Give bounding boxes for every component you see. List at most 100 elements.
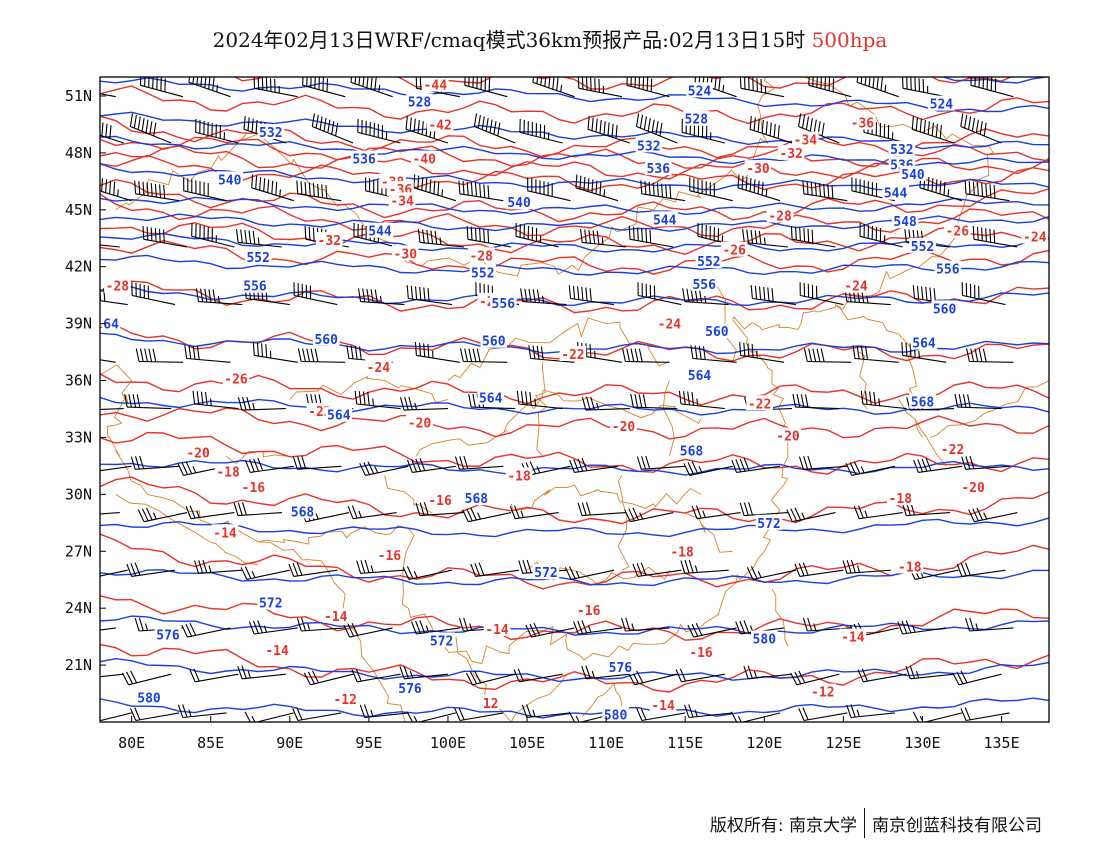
wind-barb-flag — [767, 287, 770, 301]
wind-barb-flag — [581, 502, 587, 516]
wind-barb-flag — [470, 226, 473, 241]
wind-barb-flag — [109, 180, 112, 195]
wind-barb-flag — [417, 175, 420, 190]
contour-label-bg — [686, 82, 713, 98]
wind-barb-shaft — [100, 244, 120, 248]
wind-barb-half-flag — [152, 512, 157, 520]
wind-barb-flag — [749, 178, 752, 192]
wind-barb-shaft — [807, 360, 852, 363]
wind-barb-shaft — [798, 125, 840, 144]
wind-barb-flag — [87, 459, 92, 471]
wind-barb-flag — [358, 77, 361, 86]
wind-barb-flag — [970, 348, 975, 362]
wind-barb-flag — [929, 287, 932, 301]
wind-barb-flag — [630, 393, 634, 408]
wind-barb-flag — [589, 288, 592, 302]
wind-barb-flag — [801, 114, 806, 129]
wind-barb-shaft — [100, 408, 124, 410]
wind-barb-shaft — [100, 512, 120, 515]
wind-barb-flag — [607, 122, 610, 136]
x-tick-label: 130E — [904, 734, 940, 752]
wind-barb-flag — [72, 621, 77, 633]
wind-barb-flag — [586, 396, 591, 411]
wind-barb-shaft — [246, 569, 290, 580]
wind-barb-flag — [742, 229, 745, 243]
wind-barb-flag — [152, 348, 157, 362]
wind-barb-flag — [585, 502, 591, 516]
wind-barb-flag — [803, 348, 808, 362]
boundary-lines — [100, 77, 1049, 722]
wind-barb-flag — [462, 509, 469, 522]
wind-barb-half-flag — [247, 670, 251, 679]
wind-barb-flag — [741, 175, 744, 190]
wind-barb-flag — [794, 507, 802, 521]
wind-barb-flag — [406, 285, 409, 299]
wind-barb-flag — [564, 567, 572, 580]
wind-barb-flag — [750, 566, 758, 579]
wind-barb-shaft — [297, 465, 342, 470]
wind-barb-flag — [297, 456, 303, 470]
contour-label-bg — [787, 744, 814, 759]
wind-barb-flag — [598, 78, 600, 93]
wind-barb-flag — [350, 345, 354, 359]
wind-barb-half-flag — [560, 84, 563, 93]
wind-barb-flag — [927, 121, 930, 135]
wind-barb-flag — [139, 455, 145, 469]
wind-barb-flag — [208, 77, 211, 90]
wind-barb-shaft — [312, 125, 354, 144]
wind-barb-flag — [757, 180, 760, 195]
wind-barb-flag — [581, 620, 588, 634]
wind-barb-flag — [573, 621, 579, 635]
wind-barb-flag — [83, 230, 85, 243]
wind-barb-flag — [958, 393, 963, 408]
wind-barb-flag — [429, 179, 432, 193]
wind-barb-half-flag — [912, 625, 916, 633]
wind-barb-flag — [682, 288, 686, 302]
wind-barb-flag — [98, 177, 99, 190]
wind-barb-flag — [853, 506, 860, 519]
wind-barb-flag — [414, 286, 418, 300]
wind-barb-flag — [985, 183, 988, 198]
contour-label-bg — [498, 788, 525, 803]
wind-barb-flag — [198, 560, 204, 574]
wind-barb-flag — [363, 704, 370, 718]
wind-barb-flag — [150, 183, 153, 197]
contour-label-bg — [483, 621, 511, 636]
wind-barb-flag — [94, 120, 95, 133]
wind-barb-shaft — [352, 512, 397, 520]
contour-label-bg — [687, 643, 715, 659]
wind-barb-shaft — [294, 294, 338, 306]
wind-barb-shaft — [574, 465, 619, 473]
boundary-line — [762, 456, 789, 552]
temperature-contour-label: -34 — [390, 194, 414, 209]
contour-label-bg — [101, 315, 121, 331]
boundary-line — [621, 404, 702, 425]
wind-barb-flag — [769, 122, 772, 136]
height-contour-label: 564 — [327, 409, 351, 424]
boundary-line — [558, 206, 654, 275]
wind-barb-flag — [684, 560, 690, 574]
wind-barb-shaft — [744, 512, 789, 517]
temperature-contour-label: -20 — [612, 420, 636, 435]
wind-barb-flag — [687, 462, 695, 475]
wind-barb-shaft — [638, 294, 682, 306]
wind-barb-flag — [698, 289, 703, 303]
title-main: 2024年02月13日WRF/cmaq模式36km预报产品:02月13日15时 — [212, 28, 806, 52]
temperature-contour-label: -36 — [851, 117, 875, 132]
contour-label-bg — [583, 777, 610, 792]
boundary-line — [384, 475, 433, 514]
wind-barb-flag — [983, 122, 987, 137]
wind-barb-shaft — [360, 569, 405, 574]
wind-barb-shaft — [302, 84, 346, 98]
wind-barb-flag — [540, 77, 543, 86]
wind-barb-flag — [413, 174, 416, 188]
temperature-contour-label: -10 — [789, 746, 813, 761]
wind-barb-flag — [288, 563, 295, 577]
wind-barb-flag — [128, 393, 132, 408]
wind-barb-flag — [645, 228, 648, 243]
wind-barb-flag — [745, 176, 748, 191]
wind-barb-half-flag — [856, 709, 860, 717]
wind-barb-flag — [189, 505, 196, 519]
wind-barb-flag — [300, 181, 303, 195]
wind-barb-shaft — [807, 627, 852, 632]
